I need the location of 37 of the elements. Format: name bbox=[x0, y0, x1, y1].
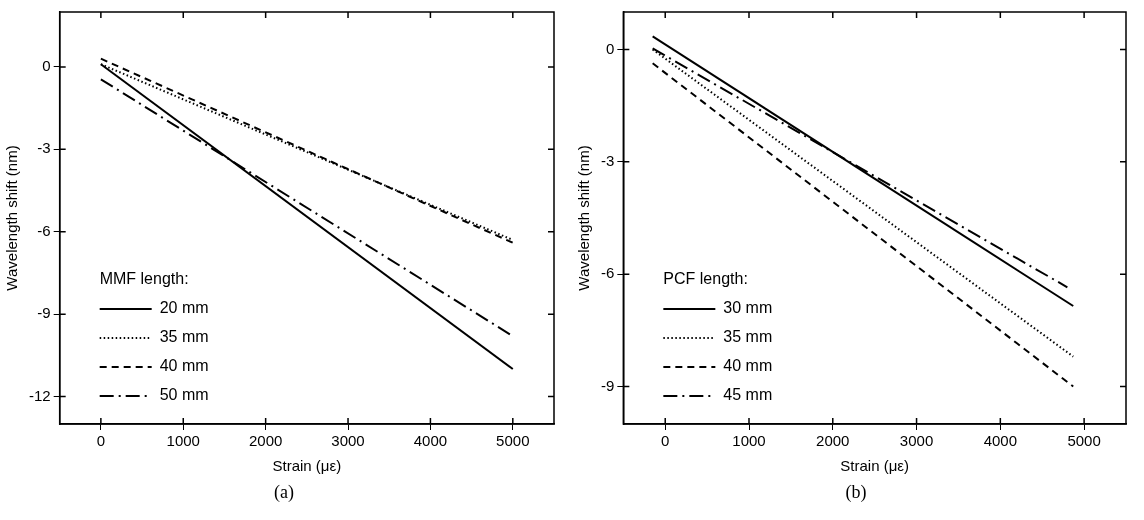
x-tick-label: 3000 bbox=[899, 432, 934, 450]
y-tick-label: 0 bbox=[605, 39, 615, 57]
y-tick-label: -3 bbox=[37, 139, 51, 157]
x-tick-label: 3000 bbox=[331, 432, 365, 450]
x-axis-title: Strain (με) bbox=[272, 457, 342, 475]
legend-label: 35 mm bbox=[723, 328, 773, 346]
x-tick-label: 0 bbox=[661, 432, 670, 450]
y-tick-label: -12 bbox=[28, 386, 51, 404]
x-tick-label: 2000 bbox=[816, 432, 850, 450]
legend-label: 40 mm bbox=[723, 357, 773, 375]
legend-label: 20 mm bbox=[159, 299, 209, 317]
text: (b) bbox=[845, 481, 867, 504]
x-axis-title: Strain (με) bbox=[840, 457, 910, 475]
y-tick-label: -6 bbox=[37, 221, 51, 239]
x-tick-label: 0 bbox=[96, 432, 106, 450]
legend-label: 40 mm bbox=[159, 357, 209, 375]
y-axis-title: Wavelength shift (nm) bbox=[575, 145, 593, 291]
y-axis-title: Wavelength shift (nm) bbox=[3, 145, 21, 291]
y-tick-label: -9 bbox=[600, 376, 615, 394]
legend-label: 50 mm bbox=[159, 386, 209, 404]
y-tick-label: 0 bbox=[42, 57, 51, 75]
legend-label: 30 mm bbox=[723, 299, 773, 317]
legend-label: 35 mm bbox=[159, 328, 209, 346]
y-tick-label: -9 bbox=[37, 304, 51, 322]
y-tick-label: -3 bbox=[600, 151, 615, 169]
legend-label: 45 mm bbox=[723, 386, 773, 404]
x-tick-label: 5000 bbox=[1067, 432, 1101, 450]
x-tick-label: 4000 bbox=[413, 432, 448, 450]
y-tick-label: -6 bbox=[600, 264, 615, 282]
text: (a) bbox=[274, 481, 294, 504]
x-tick-label: 1000 bbox=[166, 432, 200, 450]
x-tick-label: 2000 bbox=[248, 432, 283, 450]
x-tick-label: 1000 bbox=[732, 432, 766, 450]
x-tick-label: 5000 bbox=[496, 432, 530, 450]
legend-title: PCF length: bbox=[663, 270, 748, 288]
legend-title: MMF length: bbox=[99, 270, 189, 288]
x-tick-label: 4000 bbox=[983, 432, 1018, 450]
